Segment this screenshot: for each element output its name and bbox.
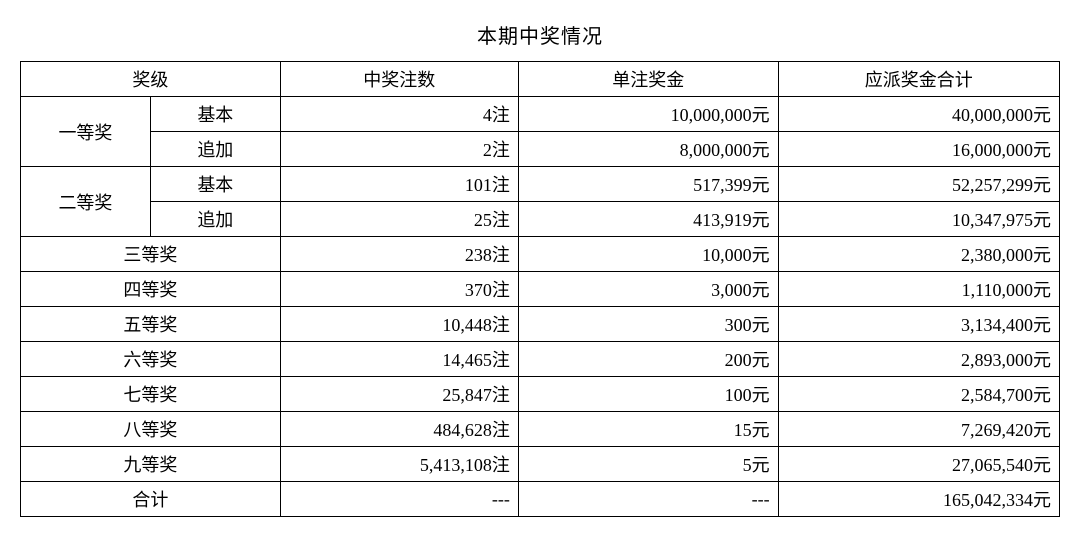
unit-cell: 10,000元 xyxy=(518,237,778,272)
total-cell: 2,380,000元 xyxy=(778,237,1059,272)
total-cell: 7,269,420元 xyxy=(778,412,1059,447)
count-cell: 14,465注 xyxy=(280,342,518,377)
total-cell: 52,257,299元 xyxy=(778,167,1059,202)
count-cell: 4注 xyxy=(280,97,518,132)
count-cell: 25,847注 xyxy=(280,377,518,412)
th-count: 中奖注数 xyxy=(280,62,518,97)
table-row: 五等奖10,448注300元3,134,400元 xyxy=(21,307,1060,342)
table-row: 一等奖基本4注10,000,000元40,000,000元 xyxy=(21,97,1060,132)
total-cell: 2,584,700元 xyxy=(778,377,1059,412)
count-cell: 101注 xyxy=(280,167,518,202)
unit-cell: 10,000,000元 xyxy=(518,97,778,132)
footer-label: 合计 xyxy=(21,482,281,517)
unit-cell: 300元 xyxy=(518,307,778,342)
total-cell: 10,347,975元 xyxy=(778,202,1059,237)
unit-cell: 413,919元 xyxy=(518,202,778,237)
count-cell: 25注 xyxy=(280,202,518,237)
level-cell: 五等奖 xyxy=(21,307,281,342)
total-cell: 40,000,000元 xyxy=(778,97,1059,132)
unit-cell: 8,000,000元 xyxy=(518,132,778,167)
count-cell: 484,628注 xyxy=(280,412,518,447)
level-cell: 七等奖 xyxy=(21,377,281,412)
table-header-row: 奖级 中奖注数 单注奖金 应派奖金合计 xyxy=(21,62,1060,97)
level-cell: 八等奖 xyxy=(21,412,281,447)
table-row: 八等奖484,628注15元7,269,420元 xyxy=(21,412,1060,447)
total-cell: 16,000,000元 xyxy=(778,132,1059,167)
table-row: 七等奖25,847注100元2,584,700元 xyxy=(21,377,1060,412)
total-cell: 2,893,000元 xyxy=(778,342,1059,377)
total-cell: 27,065,540元 xyxy=(778,447,1059,482)
count-cell: 5,413,108注 xyxy=(280,447,518,482)
level-cell: 四等奖 xyxy=(21,272,281,307)
th-level: 奖级 xyxy=(21,62,281,97)
table-row: 六等奖14,465注200元2,893,000元 xyxy=(21,342,1060,377)
sub-cell: 追加 xyxy=(150,202,280,237)
table-row: 四等奖370注3,000元1,110,000元 xyxy=(21,272,1060,307)
total-cell: 3,134,400元 xyxy=(778,307,1059,342)
unit-cell: 517,399元 xyxy=(518,167,778,202)
table-body: 一等奖基本4注10,000,000元40,000,000元追加2注8,000,0… xyxy=(21,97,1060,517)
table-row: 二等奖基本101注517,399元52,257,299元 xyxy=(21,167,1060,202)
level-cell: 九等奖 xyxy=(21,447,281,482)
unit-cell: 15元 xyxy=(518,412,778,447)
level-cell: 三等奖 xyxy=(21,237,281,272)
sub-cell: 基本 xyxy=(150,167,280,202)
table-row: 三等奖238注10,000元2,380,000元 xyxy=(21,237,1060,272)
footer-count: --- xyxy=(280,482,518,517)
table-row: 追加25注413,919元10,347,975元 xyxy=(21,202,1060,237)
total-cell: 1,110,000元 xyxy=(778,272,1059,307)
sub-cell: 追加 xyxy=(150,132,280,167)
level-cell: 六等奖 xyxy=(21,342,281,377)
sub-cell: 基本 xyxy=(150,97,280,132)
unit-cell: 200元 xyxy=(518,342,778,377)
count-cell: 10,448注 xyxy=(280,307,518,342)
level-cell: 一等奖 xyxy=(21,97,151,167)
th-total: 应派奖金合计 xyxy=(778,62,1059,97)
page-title: 本期中奖情况 xyxy=(20,20,1060,49)
unit-cell: 5元 xyxy=(518,447,778,482)
prize-table: 奖级 中奖注数 单注奖金 应派奖金合计 一等奖基本4注10,000,000元40… xyxy=(20,61,1060,517)
level-cell: 二等奖 xyxy=(21,167,151,237)
unit-cell: 3,000元 xyxy=(518,272,778,307)
count-cell: 2注 xyxy=(280,132,518,167)
footer-unit: --- xyxy=(518,482,778,517)
table-footer-row: 合计------165,042,334元 xyxy=(21,482,1060,517)
table-row: 追加2注8,000,000元16,000,000元 xyxy=(21,132,1060,167)
count-cell: 370注 xyxy=(280,272,518,307)
table-row: 九等奖5,413,108注5元27,065,540元 xyxy=(21,447,1060,482)
footer-total: 165,042,334元 xyxy=(778,482,1059,517)
unit-cell: 100元 xyxy=(518,377,778,412)
count-cell: 238注 xyxy=(280,237,518,272)
th-unit: 单注奖金 xyxy=(518,62,778,97)
